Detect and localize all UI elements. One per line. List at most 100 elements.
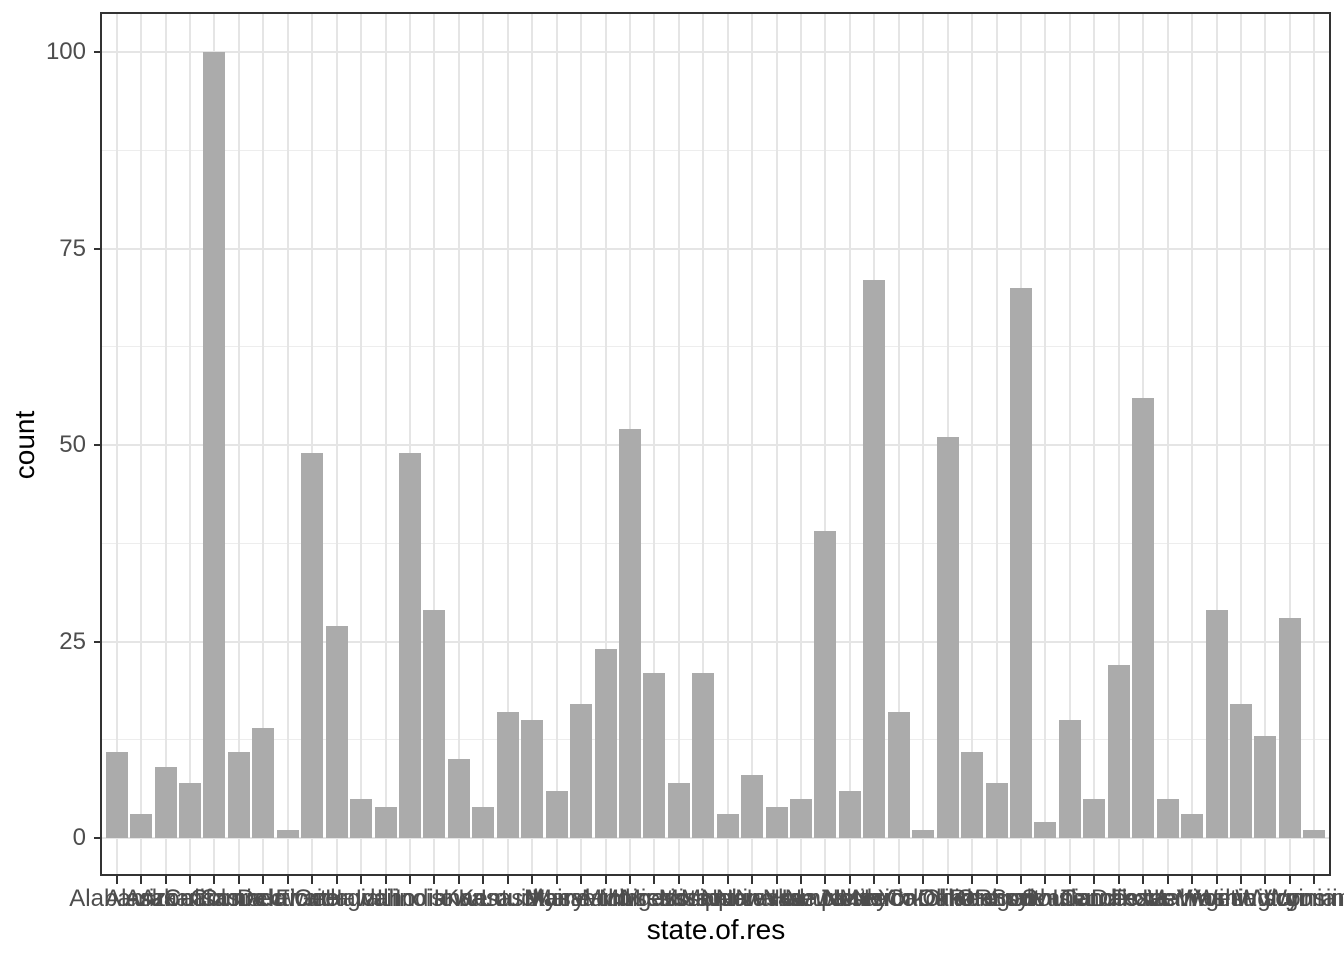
gridline-x-major	[115, 14, 118, 874]
gridline-y-major	[102, 247, 1329, 250]
x-tick-mark	[848, 876, 851, 884]
bar-california	[203, 52, 226, 838]
gridline-x-major	[971, 14, 974, 874]
bar-utah	[1156, 798, 1179, 838]
x-tick-mark	[1240, 876, 1242, 884]
x-tick-label: Tennessee	[1060, 885, 1177, 912]
x-tick-label: South Dakota	[1021, 885, 1168, 912]
bar-montana	[716, 814, 739, 838]
y-tick-mark	[94, 837, 102, 839]
x-tick-label: North Dakota	[852, 885, 994, 912]
x-tick-mark	[873, 876, 876, 884]
gridline-x-major	[922, 14, 925, 874]
gridline-x-major	[726, 14, 729, 874]
x-tick-label: Missouri	[658, 885, 748, 912]
x-tick-label: Iowa	[433, 885, 485, 912]
x-tick-mark	[824, 876, 827, 884]
x-tick-mark	[286, 876, 289, 884]
gridline-y-minor	[102, 542, 1329, 544]
x-tick-label: Wyoming	[1264, 885, 1344, 912]
gridline-x-major	[1240, 14, 1242, 874]
gridline-x-major	[1215, 14, 1218, 874]
x-tick-mark	[726, 876, 729, 884]
gridline-x-major	[164, 14, 167, 874]
x-tick-mark	[1020, 876, 1023, 884]
x-tick-label: Alaska	[105, 885, 178, 912]
y-tick-mark	[94, 444, 102, 446]
gridline-x-major	[1166, 14, 1169, 874]
gridline-x-major	[384, 14, 387, 874]
x-tick-mark	[1117, 876, 1120, 884]
x-tick-mark	[311, 876, 314, 884]
x-tick-mark	[115, 876, 118, 884]
bar-virginia	[1205, 610, 1228, 838]
bar-mississippi	[667, 782, 690, 838]
bar-illinois	[398, 452, 421, 838]
x-tick-label: Delaware	[237, 885, 339, 912]
x-tick-label: Illinois	[376, 885, 444, 912]
x-tick-label: New Hampshire	[715, 885, 887, 912]
bar-iowa	[447, 759, 470, 838]
gridline-x-major	[1044, 14, 1047, 874]
x-tick-mark	[262, 876, 265, 884]
x-tick-mark	[922, 876, 925, 884]
gridline-x-major	[457, 14, 460, 874]
gridline-x-major	[1191, 14, 1194, 874]
x-tick-label: Louisiana	[480, 885, 584, 912]
x-tick-mark	[1264, 876, 1267, 884]
x-tick-label: Utah	[1142, 885, 1194, 912]
bar-michigan	[618, 429, 641, 838]
x-tick-mark	[506, 876, 509, 884]
bar-washington	[1230, 704, 1252, 838]
x-tick-mark	[1191, 876, 1194, 884]
bar-rhode-island	[1034, 822, 1057, 838]
bar-massachusetts	[594, 649, 617, 838]
bar-indiana	[423, 610, 446, 838]
x-tick-mark	[751, 876, 754, 884]
gridline-x-major	[140, 14, 143, 874]
x-tick-label: California	[163, 885, 266, 912]
gridline-x-major	[188, 14, 191, 874]
bar-idaho	[374, 806, 397, 838]
gridline-x-major	[555, 14, 558, 874]
x-tick-mark	[946, 876, 949, 884]
bar-kansas	[472, 806, 495, 838]
gridline-x-major	[897, 14, 900, 874]
bar-oklahoma	[961, 751, 984, 838]
x-tick-mark	[897, 876, 900, 884]
gridline-x-major	[262, 14, 265, 874]
y-tick-mark	[94, 247, 102, 250]
bar-new-hampshire	[790, 798, 813, 838]
y-tick-label: 0	[72, 824, 86, 851]
x-tick-mark	[433, 876, 436, 884]
plot-panel	[100, 12, 1331, 876]
x-tick-label: Nevada	[735, 885, 818, 912]
bar-new-mexico	[838, 790, 861, 838]
x-tick-label: Pennsylvania	[949, 885, 1093, 912]
x-tick-label: Hawaii	[325, 885, 398, 912]
x-tick-label: Idaho	[355, 885, 416, 912]
x-tick-label: Rhode Island	[974, 885, 1117, 912]
x-tick-label: Indiana	[395, 885, 474, 912]
x-tick-mark	[531, 876, 534, 884]
x-tick-mark	[335, 876, 338, 884]
bar-arizona	[154, 767, 177, 838]
x-tick-mark	[164, 876, 167, 884]
gridline-x-major	[995, 14, 998, 874]
x-tick-mark	[1093, 876, 1096, 884]
x-tick-label: New Mexico	[784, 885, 916, 912]
gridline-x-major	[482, 14, 485, 874]
x-tick-label: Kentucky	[458, 885, 558, 912]
x-tick-label: West Virginia	[1195, 885, 1336, 912]
x-tick-mark	[408, 876, 411, 884]
gridline-x-major	[824, 14, 827, 874]
x-tick-mark	[457, 876, 460, 884]
x-tick-label: New Jersey	[762, 885, 889, 912]
gridline-x-major	[531, 14, 534, 874]
x-tick-label: Arizona	[124, 885, 207, 912]
x-tick-label: Montana	[681, 885, 775, 912]
bar-louisiana	[521, 720, 544, 838]
x-tick-label: Alabama	[69, 885, 165, 912]
x-tick-mark	[604, 876, 607, 884]
bar-maryland	[570, 704, 593, 838]
